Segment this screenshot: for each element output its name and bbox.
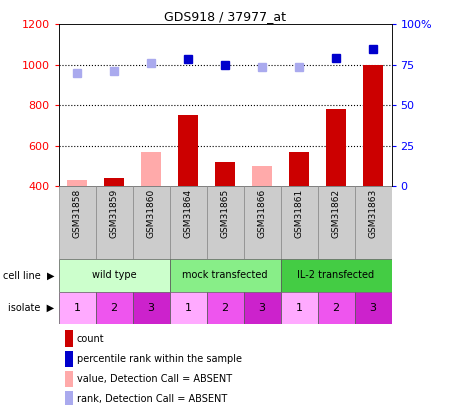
Text: GSM31866: GSM31866 [257, 188, 266, 238]
Text: 1: 1 [73, 303, 81, 313]
Text: GSM31858: GSM31858 [72, 188, 81, 238]
Bar [326, 109, 346, 186]
Text: GSM31865: GSM31865 [220, 188, 230, 238]
Bar [318, 186, 355, 259]
Text: 2: 2 [333, 303, 340, 313]
Bar [243, 186, 280, 259]
Text: value, Detection Call = ABSENT: value, Detection Call = ABSENT [77, 374, 232, 384]
Title: GDS918 / 37977_at: GDS918 / 37977_at [164, 10, 286, 23]
Text: count: count [77, 334, 104, 343]
Text: GSM31861: GSM31861 [294, 188, 303, 238]
Bar [132, 292, 170, 324]
Bar [141, 152, 161, 186]
Bar [65, 391, 72, 405]
Bar [243, 292, 280, 324]
Text: GSM31863: GSM31863 [369, 188, 378, 238]
Bar [67, 180, 87, 186]
Bar [104, 178, 124, 186]
Text: IL-2 transfected: IL-2 transfected [297, 271, 374, 280]
Text: wild type: wild type [92, 271, 136, 280]
Text: cell line  ▶: cell line ▶ [3, 271, 54, 280]
Bar [207, 292, 243, 324]
Bar [363, 65, 383, 186]
Bar [65, 371, 72, 387]
Bar [252, 166, 272, 186]
Bar [178, 115, 198, 186]
Text: mock transfected: mock transfected [182, 271, 268, 280]
Bar [355, 292, 392, 324]
Bar [65, 351, 72, 367]
Text: GSM31860: GSM31860 [147, 188, 156, 238]
Bar [58, 186, 95, 259]
Text: rank, Detection Call = ABSENT: rank, Detection Call = ABSENT [77, 394, 227, 404]
Bar [280, 259, 392, 292]
Bar [355, 186, 392, 259]
Text: percentile rank within the sample: percentile rank within the sample [77, 354, 242, 364]
Text: 3: 3 [148, 303, 154, 313]
Bar [280, 186, 318, 259]
Text: 3: 3 [258, 303, 265, 313]
Text: 2: 2 [110, 303, 117, 313]
Bar [170, 186, 207, 259]
Text: 1: 1 [184, 303, 192, 313]
Bar [170, 292, 207, 324]
Bar [215, 162, 235, 186]
Bar [207, 186, 243, 259]
Text: 3: 3 [369, 303, 377, 313]
Bar [132, 186, 170, 259]
Bar [289, 152, 309, 186]
Bar [58, 259, 170, 292]
Text: 1: 1 [296, 303, 302, 313]
Text: GSM31862: GSM31862 [332, 188, 341, 238]
Bar [95, 292, 132, 324]
Text: GSM31859: GSM31859 [109, 188, 118, 238]
Bar [170, 259, 280, 292]
Bar [95, 186, 132, 259]
Text: isolate  ▶: isolate ▶ [8, 303, 54, 313]
Bar [280, 292, 318, 324]
Bar [65, 330, 72, 347]
Bar [318, 292, 355, 324]
Text: GSM31864: GSM31864 [184, 188, 193, 238]
Text: 2: 2 [221, 303, 229, 313]
Bar [58, 292, 95, 324]
